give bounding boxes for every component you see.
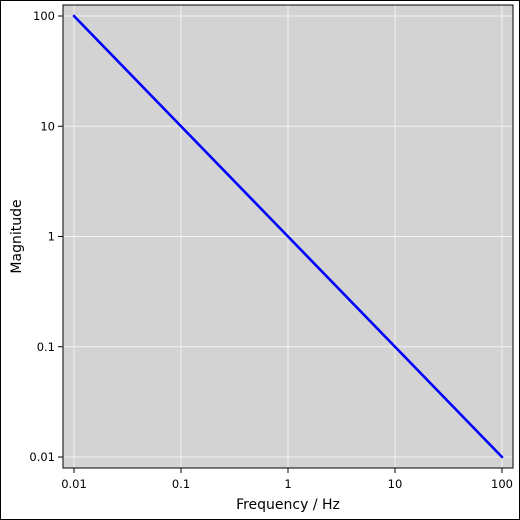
x-tick-label: 100 [491, 477, 513, 491]
y-tick-label: 1 [48, 230, 55, 244]
series-line [72, 14, 504, 459]
y-tick-label: 0.1 [37, 340, 55, 354]
y-axis-ticks: 0.01 0.1 1 10 100 [29, 9, 63, 464]
x-tick-label: 10 [388, 477, 403, 491]
x-tick-label: 0.1 [172, 477, 190, 491]
x-tick-label: 1 [284, 477, 291, 491]
series-layer [72, 14, 504, 459]
y-tick-label: 10 [40, 119, 55, 133]
x-axis-label: Frequency / Hz [236, 497, 340, 513]
y-axis-label: Magnitude [9, 199, 25, 273]
x-axis-ticks: 0.01 0.1 1 10 100 [61, 468, 513, 491]
y-tick-label: 0.01 [29, 450, 55, 464]
y-tick-label: 100 [33, 9, 55, 23]
x-tick-label: 0.01 [61, 477, 87, 491]
